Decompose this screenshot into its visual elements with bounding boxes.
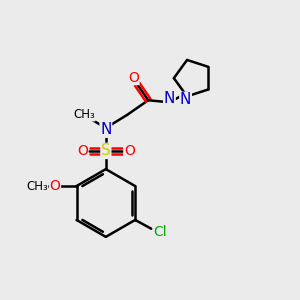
Text: Cl: Cl [153,225,167,239]
Text: O: O [124,144,135,158]
Text: O: O [77,144,88,158]
Text: N: N [180,92,191,107]
Text: CH₃: CH₃ [26,180,48,193]
Text: N: N [100,122,112,137]
Text: O: O [50,179,61,193]
Text: O: O [128,70,139,85]
Text: CH₃: CH₃ [73,108,95,121]
Text: S: S [101,143,111,158]
Text: N: N [164,91,175,106]
